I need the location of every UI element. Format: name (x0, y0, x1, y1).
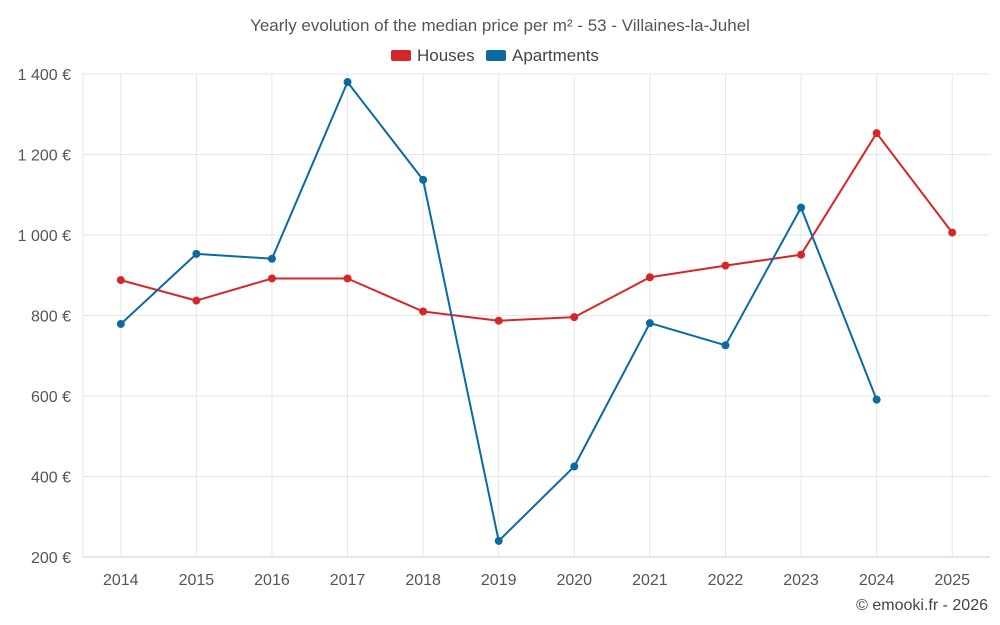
x-tick-label: 2020 (556, 572, 592, 589)
x-axis: 2014 2015 2016 2017 2018 2019 2020 2021 2022 2023… (103, 572, 970, 589)
x-tick-label: 2024 (859, 572, 895, 589)
credit-text: © emooki.fr - 2026 (856, 597, 988, 614)
data-point-houses[interactable] (419, 307, 428, 316)
x-tick-label: 2017 (330, 572, 366, 589)
x-tick-label: 2015 (179, 572, 215, 589)
data-point-houses[interactable] (192, 296, 201, 305)
y-tick-label: 1 400 € (18, 67, 71, 84)
x-tick-label: 2022 (708, 572, 744, 589)
x-tick-label: 2018 (405, 572, 441, 589)
legend-item-apartments[interactable]: Apartments (486, 46, 599, 65)
data-point-apartments[interactable] (872, 395, 881, 404)
data-point-houses[interactable] (797, 250, 806, 259)
data-point-apartments[interactable] (192, 249, 201, 258)
x-tick-label: 2014 (103, 572, 139, 589)
legend-label-houses: Houses (417, 46, 475, 65)
data-point-houses[interactable] (343, 274, 352, 283)
data-point-houses[interactable] (116, 276, 125, 285)
data-point-houses[interactable] (494, 316, 503, 325)
data-point-houses[interactable] (645, 273, 654, 282)
data-point-houses[interactable] (721, 261, 730, 270)
data-point-apartments[interactable] (494, 536, 503, 545)
data-point-apartments[interactable] (570, 462, 579, 471)
legend-swatch-houses (391, 50, 411, 61)
x-tick-label: 2025 (934, 572, 970, 589)
data-point-apartments[interactable] (645, 319, 654, 328)
chart-title: Yearly evolution of the median price per… (250, 16, 750, 35)
y-tick-label: 400 € (31, 470, 71, 487)
data-point-apartments[interactable] (419, 175, 428, 184)
y-tick-label: 1 000 € (18, 228, 71, 245)
series-layer (116, 78, 957, 545)
legend-item-houses[interactable]: Houses (391, 46, 475, 65)
data-point-houses[interactable] (948, 228, 957, 237)
data-point-apartments[interactable] (267, 254, 276, 263)
x-tick-label: 2021 (632, 572, 668, 589)
x-tick-label: 2019 (481, 572, 517, 589)
gridlines (82, 73, 990, 558)
data-point-apartments[interactable] (721, 341, 730, 350)
data-point-houses[interactable] (267, 274, 276, 283)
data-point-apartments[interactable] (343, 78, 352, 87)
y-tick-label: 600 € (31, 389, 71, 406)
y-tick-label: 800 € (31, 309, 71, 326)
data-point-apartments[interactable] (797, 203, 806, 212)
series-line-houses (120, 132, 953, 322)
y-tick-label: 200 € (31, 550, 71, 567)
legend-swatch-apartments (486, 50, 506, 61)
data-point-apartments[interactable] (116, 319, 125, 328)
y-tick-label: 1 200 € (18, 148, 71, 165)
data-point-houses[interactable] (570, 313, 579, 322)
data-point-houses[interactable] (872, 129, 881, 138)
legend-label-apartments: Apartments (512, 46, 599, 65)
x-tick-label: 2023 (783, 572, 819, 589)
y-axis: 200 € 400 € 600 € 800 € 1 000 € 1 200 € 1 400 … (18, 67, 71, 567)
legend[interactable]: Houses Apartments (391, 46, 599, 65)
x-tick-label: 2016 (254, 572, 290, 589)
